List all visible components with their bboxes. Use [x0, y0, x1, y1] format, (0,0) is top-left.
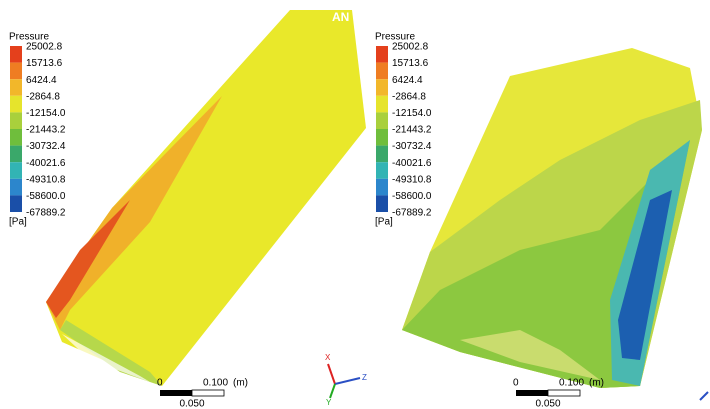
legend-band: [376, 96, 388, 113]
scale-end: 0.100: [203, 378, 228, 389]
axis-label: X: [325, 353, 331, 362]
scale-mid: 0.050: [179, 399, 204, 409]
legend-label: -12154.0: [26, 108, 66, 119]
legend-band: [10, 162, 22, 179]
legend-band: [10, 79, 22, 96]
legend-band: [10, 46, 22, 63]
scale-start: 0: [157, 378, 163, 389]
legend-label: -49310.8: [392, 174, 432, 185]
legend-label: 25002.8: [26, 42, 63, 53]
legend-label: -67889.2: [392, 208, 432, 219]
axis-label: Y: [326, 398, 332, 407]
legend-band: [10, 96, 22, 113]
scale-start: 0: [513, 378, 519, 389]
legend-band: [10, 195, 22, 212]
legend-label: -58600.0: [392, 191, 432, 202]
legend-band: [376, 146, 388, 163]
legend-label: -30732.4: [26, 141, 66, 152]
scale-unit: (m): [233, 378, 248, 389]
legend-label: -49310.8: [26, 174, 66, 185]
legend-band: [10, 63, 22, 80]
legend-label: -2864.8: [392, 91, 426, 102]
legend-band: [376, 46, 388, 63]
scale-unit: (m): [589, 378, 604, 389]
legend-band: [376, 179, 388, 196]
legend-band: [10, 112, 22, 129]
legend-label: -21443.2: [392, 125, 432, 136]
legend-label: -12154.0: [392, 108, 432, 119]
legend-label: -40021.6: [26, 158, 66, 169]
legend-unit: [Pa]: [375, 217, 393, 228]
legend-label: -40021.6: [392, 158, 432, 169]
watermark: AN: [332, 10, 349, 24]
legend-band: [10, 129, 22, 146]
legend-label: -30732.4: [392, 141, 432, 152]
left-wing: [46, 10, 366, 386]
legend-band: [376, 63, 388, 80]
screenshot: AN X Y Z Pressure25002.815713.66424.4-28…: [0, 0, 710, 409]
legend-label: -58600.0: [26, 191, 66, 202]
legend-band: [376, 79, 388, 96]
scale-bar: [548, 390, 580, 396]
legend-unit: [Pa]: [9, 217, 27, 228]
scale-end: 0.100: [559, 378, 584, 389]
scale-bar: [160, 390, 192, 396]
legend-band: [10, 179, 22, 196]
legend-band: [376, 129, 388, 146]
scale-bar: [192, 390, 224, 396]
axis-label: Z: [362, 373, 367, 382]
legend-band: [10, 146, 22, 163]
legend-band: [376, 162, 388, 179]
legend-label: -2864.8: [26, 91, 60, 102]
legend-band: [376, 195, 388, 212]
scale-bar: [516, 390, 548, 396]
legend-label: 6424.4: [26, 75, 57, 86]
legend-label: -67889.2: [26, 208, 66, 219]
scale-mid: 0.050: [535, 399, 560, 409]
legend-label: 15713.6: [392, 58, 429, 69]
legend-band: [376, 112, 388, 129]
right-wing: [402, 48, 702, 388]
legend-label: 6424.4: [392, 75, 423, 86]
legend-label: 15713.6: [26, 58, 63, 69]
legend-label: 25002.8: [392, 42, 429, 53]
legend-label: -21443.2: [26, 125, 66, 136]
